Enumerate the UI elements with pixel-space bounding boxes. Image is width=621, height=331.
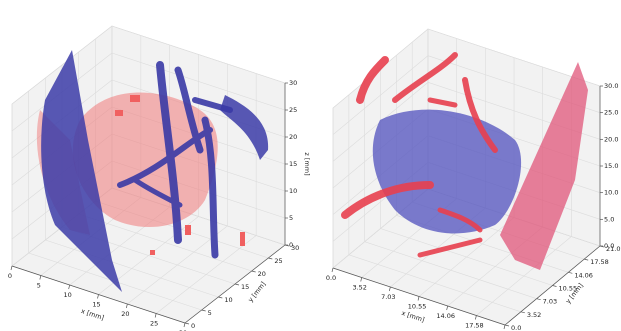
y-tick bbox=[251, 270, 256, 273]
blue-tubes bbox=[117, 61, 233, 259]
y-tick bbox=[520, 311, 525, 314]
x-tick-label: 10 bbox=[64, 291, 72, 299]
x-tick-label: 10.55 bbox=[408, 303, 427, 311]
x-tick bbox=[417, 296, 420, 301]
z-tick-label: 5 bbox=[289, 214, 293, 222]
x-axis bbox=[11, 265, 186, 324]
z-tick-label: 15 bbox=[289, 160, 297, 168]
y-tick-label: 0.0 bbox=[511, 324, 521, 331]
x-tick bbox=[360, 277, 363, 282]
grid-line bbox=[427, 28, 601, 87]
y-tick-label: 25 bbox=[274, 257, 282, 265]
x-tick bbox=[475, 315, 477, 320]
x-tick-label: 0 bbox=[8, 272, 12, 280]
y-tick-label: 21.09 bbox=[606, 245, 621, 253]
pink-surface bbox=[500, 62, 588, 270]
x-tick-label: 3.52 bbox=[352, 284, 366, 292]
y-tick-label: 7.03 bbox=[543, 298, 557, 306]
y-tick bbox=[536, 298, 541, 301]
x-tick bbox=[10, 265, 13, 271]
z-tick-label: 20.0 bbox=[604, 135, 618, 143]
blue-surface bbox=[372, 109, 522, 234]
y-tick bbox=[552, 285, 557, 287]
grid-line bbox=[111, 25, 286, 84]
z-tick-label: 25.0 bbox=[604, 109, 618, 117]
grid-line bbox=[380, 228, 553, 286]
grid-line bbox=[332, 55, 429, 135]
y-tick-label: 0 bbox=[191, 322, 195, 330]
z-tick-label: 0.0 bbox=[604, 242, 614, 250]
y-tick bbox=[568, 271, 573, 274]
z-axis-label: z [mm] bbox=[303, 152, 311, 175]
y-tick-label: 10.55 bbox=[559, 284, 578, 292]
grid-line bbox=[78, 213, 252, 272]
x-tick-label: 7.03 bbox=[381, 293, 395, 301]
y-tick bbox=[218, 296, 223, 299]
y-tick-label: 20 bbox=[258, 270, 266, 278]
y-tick bbox=[584, 258, 589, 261]
x-tick bbox=[446, 305, 449, 311]
x-tick-label: 25 bbox=[150, 320, 158, 328]
x-tick bbox=[154, 313, 157, 318]
y-tick-label: 17.58 bbox=[590, 258, 609, 266]
x-tick-label: 20 bbox=[121, 310, 129, 318]
y-tick bbox=[184, 322, 190, 325]
x-tick bbox=[125, 303, 128, 309]
z-tick-label: 0 bbox=[289, 241, 293, 249]
axes: 051015202530051015202530051015202530x [m… bbox=[8, 79, 621, 331]
y-tick-label: 15 bbox=[241, 283, 249, 291]
x-tick bbox=[183, 322, 186, 328]
z-tick-label: 10 bbox=[289, 187, 297, 195]
y-tick-label: 14.06 bbox=[574, 271, 593, 279]
x-tick bbox=[68, 284, 71, 290]
x-tick-label: 30 bbox=[179, 329, 187, 331]
surfaces bbox=[36, 50, 588, 292]
x-tick-label: 15 bbox=[92, 301, 100, 309]
grid-line bbox=[111, 52, 286, 111]
z-tick-label: 20 bbox=[289, 133, 297, 141]
z-tick-label: 5.0 bbox=[604, 215, 614, 223]
y-tick-label: 10 bbox=[224, 296, 232, 304]
z-tick-label: 30 bbox=[289, 79, 297, 87]
grid-line bbox=[11, 25, 113, 105]
x-tick bbox=[388, 286, 391, 292]
x-tick bbox=[39, 275, 42, 280]
x-axis-label: x [mm] bbox=[80, 307, 105, 322]
grid-line bbox=[348, 254, 521, 313]
y-axis bbox=[184, 244, 286, 324]
y-tick-label: 3.52 bbox=[527, 311, 541, 319]
grid-line bbox=[364, 241, 537, 299]
x-tick-label: 0.0 bbox=[326, 274, 336, 282]
y-tick bbox=[201, 309, 206, 312]
x-axis-label: x [mm] bbox=[401, 309, 426, 324]
y-axis bbox=[504, 245, 601, 326]
x-tick bbox=[503, 324, 506, 330]
red-tubes bbox=[341, 52, 498, 258]
x-tick bbox=[331, 267, 334, 273]
z-tick-label: 25 bbox=[289, 106, 297, 114]
y-axis-label: y [mm] bbox=[247, 280, 268, 304]
z-tick-label: 30.0 bbox=[604, 82, 618, 90]
x-tick-label: 17.58 bbox=[465, 322, 484, 330]
y-tick bbox=[234, 283, 240, 286]
x-tick-label: 14.06 bbox=[436, 312, 455, 320]
blue-surface bbox=[41, 50, 122, 292]
y-tick-label: 30 bbox=[291, 244, 299, 252]
x-axis bbox=[332, 267, 506, 326]
grid-line bbox=[45, 239, 219, 298]
red-surface bbox=[72, 92, 218, 228]
y-tick bbox=[268, 257, 273, 260]
x-tick bbox=[97, 294, 99, 299]
y-tick-label: 5 bbox=[208, 309, 212, 317]
z-tick-label: 15.0 bbox=[604, 162, 618, 170]
x-tick-label: 5 bbox=[37, 282, 41, 290]
z-tick-label: 10.0 bbox=[604, 189, 618, 197]
y-tick bbox=[504, 324, 510, 327]
red-fragments bbox=[115, 95, 245, 255]
